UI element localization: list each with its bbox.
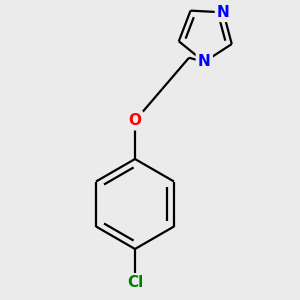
Text: Cl: Cl — [127, 275, 143, 290]
Text: N: N — [217, 5, 230, 20]
Text: N: N — [198, 54, 211, 69]
Text: O: O — [128, 113, 142, 128]
